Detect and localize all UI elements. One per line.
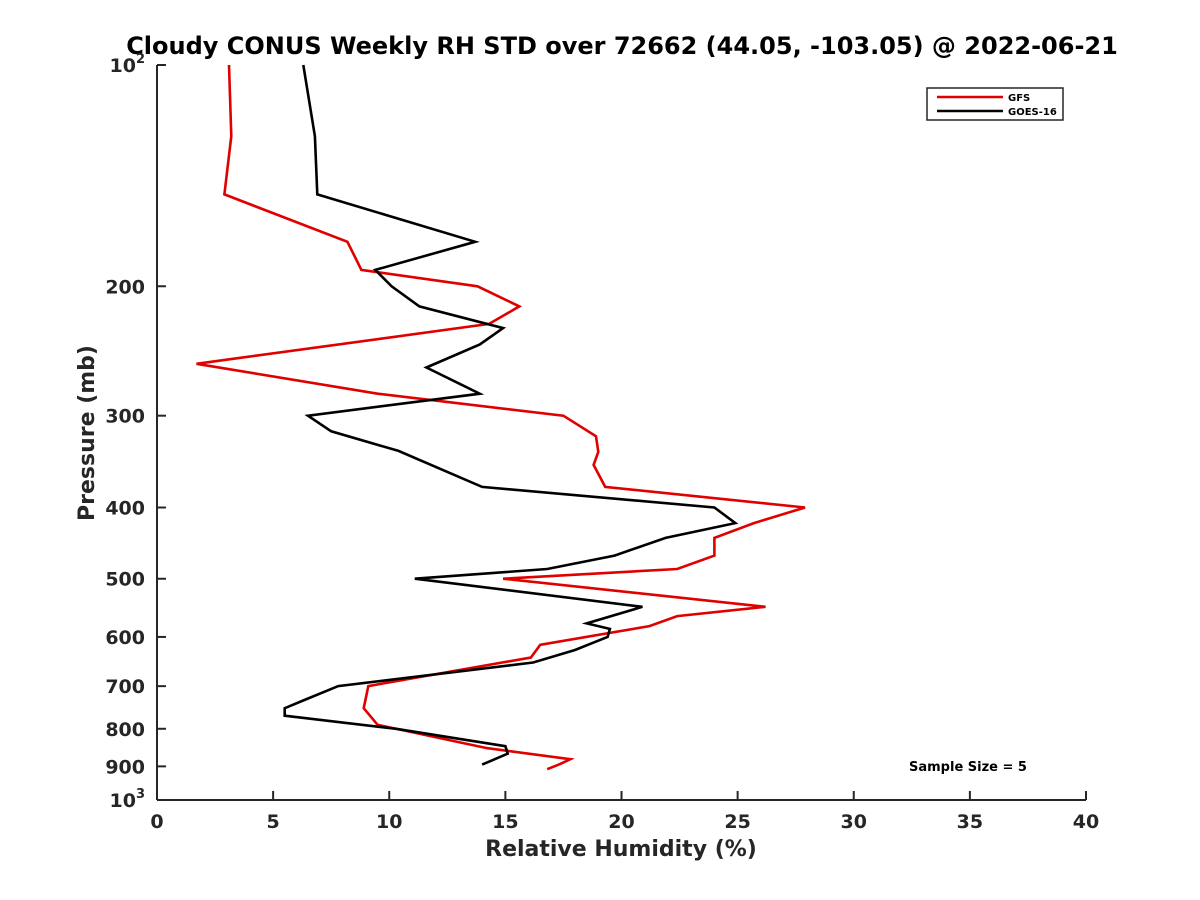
y-tick-label: 900 (105, 756, 145, 778)
y-tick-label: 400 (105, 498, 145, 520)
x-tick-label: 25 (724, 811, 750, 833)
series-layer (196, 64, 806, 771)
x-tick-label: 40 (1073, 811, 1099, 833)
legend-label-goes-16: GOES-16 (1008, 107, 1057, 118)
legend-box (926, 87, 1064, 121)
x-tick-label: 15 (492, 811, 518, 833)
x-axis-label: Relative Humidity (%) (485, 837, 757, 862)
x-tick-label: 20 (608, 811, 634, 833)
x-tick-label: 30 (841, 811, 867, 833)
y-axis-label: Pressure (mb) (75, 345, 100, 521)
y-ticks: 102 200 300 400 500 600 700 800 900 103 (105, 52, 166, 812)
y-tick-label: 800 (105, 719, 145, 741)
chart-title: Cloudy CONUS Weekly RH STD over 72662 (4… (126, 32, 1118, 60)
series-line-goes-16 (283, 64, 739, 766)
sample-size-annotation: Sample Size = 5 (909, 760, 1027, 775)
x-tick-label: 5 (267, 811, 280, 833)
x-tick-label: 35 (957, 811, 983, 833)
x-tick-label: 10 (376, 811, 402, 833)
x-ticks: 0 5 10 15 20 25 30 35 40 (150, 791, 1099, 833)
y-tick-label: 600 (105, 627, 145, 649)
y-tick-label: 200 (105, 276, 145, 298)
y-tick-label: 102 (110, 52, 146, 77)
legend: GFS GOES-16 (926, 87, 1064, 121)
x-tick-label: 0 (150, 811, 163, 833)
y-tick-label: 300 (105, 406, 145, 428)
y-tick-label: 103 (110, 787, 146, 812)
y-tick-label: 500 (105, 569, 145, 591)
series-line-gfs (196, 64, 806, 771)
legend-label-gfs: GFS (1008, 93, 1030, 104)
y-tick-label: 700 (105, 676, 145, 698)
